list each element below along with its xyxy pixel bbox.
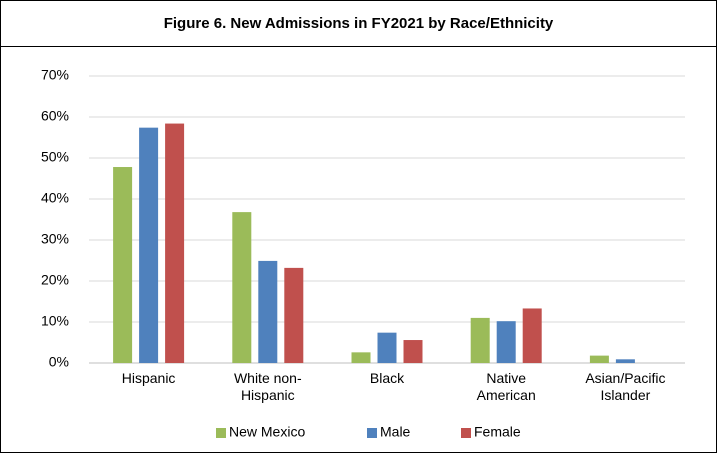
y-tick-label: 60% [41,108,69,124]
legend-label: Female [474,424,521,440]
bar [403,340,423,363]
chart-title: Figure 6. New Admissions in FY2021 by Ra… [1,1,716,47]
bar [470,317,490,363]
bar [522,308,542,363]
bar [258,260,278,363]
legend-swatch [216,428,226,438]
legend-label: New Mexico [229,424,305,440]
bar [139,127,159,363]
y-tick-label: 10% [41,313,69,329]
x-tick-label: Black [369,370,405,386]
legend-swatch [461,428,471,438]
bar [113,167,133,363]
bar [589,355,609,363]
bar [165,123,185,363]
x-tick-label: Hispanic [121,370,176,386]
legend-label: Male [380,424,411,440]
y-tick-label: 50% [41,149,69,165]
bar [284,267,304,363]
y-tick-label: 20% [41,272,69,288]
legend-swatch [367,428,377,438]
y-tick-label: 30% [41,231,69,247]
bar [615,359,635,363]
y-tick-label: 40% [41,190,69,206]
x-tick-label: White non-Hispanic [233,370,302,403]
y-tick-label: 0% [49,354,69,370]
bar [232,212,252,363]
bar [496,321,516,363]
y-tick-label: 70% [41,67,69,83]
bar [377,332,397,363]
x-tick-label: Asian/Pacific Islander [585,370,666,403]
bar [351,352,371,363]
x-tick-label: Native American [476,370,536,403]
